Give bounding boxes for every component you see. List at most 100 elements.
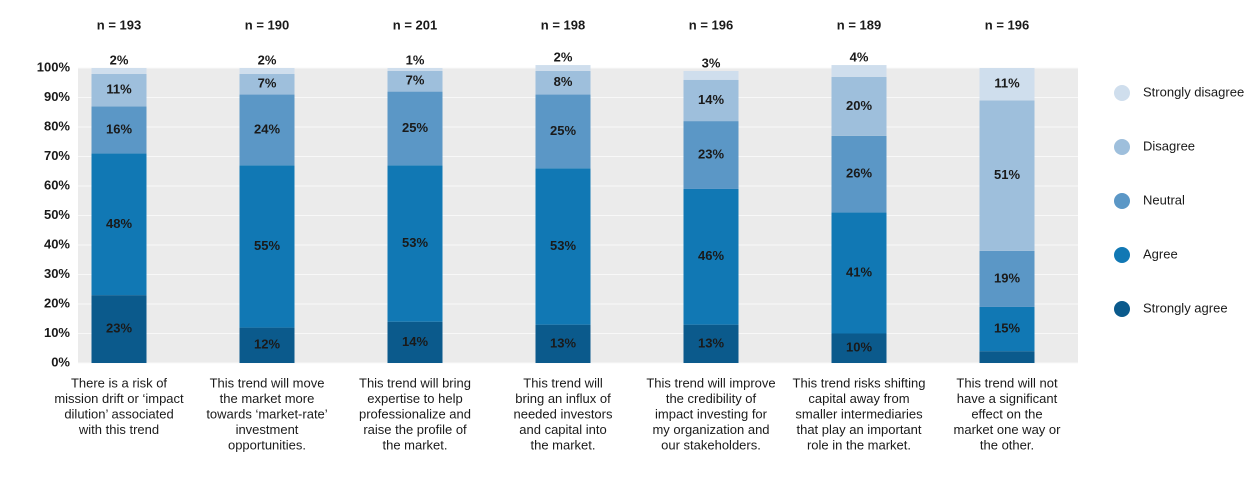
bar-segment bbox=[831, 212, 887, 334]
n-label: n = 189 bbox=[837, 17, 881, 32]
x-tick-label: effect on the bbox=[971, 406, 1042, 421]
value-label: 25% bbox=[550, 123, 576, 138]
n-label: n = 201 bbox=[393, 17, 437, 32]
bar-segment bbox=[91, 153, 147, 296]
x-tick-label: and capital into bbox=[519, 422, 606, 437]
value-label: 7% bbox=[258, 76, 277, 91]
bar-segment bbox=[535, 65, 591, 71]
legend-label: Strongly disagree bbox=[1143, 84, 1244, 99]
x-tick-label: towards ‘market-rate’ bbox=[206, 406, 327, 421]
bar-segment bbox=[979, 351, 1035, 363]
x-tick-label: that play an important bbox=[796, 422, 921, 437]
value-label: 55% bbox=[254, 238, 280, 253]
x-tick-label: the market. bbox=[382, 437, 447, 452]
legend-swatch bbox=[1114, 85, 1130, 101]
value-label: 19% bbox=[994, 270, 1020, 285]
n-label: n = 190 bbox=[245, 17, 289, 32]
x-tick-label: my organization and bbox=[652, 422, 769, 437]
n-label: n = 196 bbox=[689, 17, 733, 32]
n-label: n = 196 bbox=[985, 17, 1029, 32]
value-label: 15% bbox=[994, 321, 1020, 336]
x-tick-label: dilution’ associated bbox=[64, 406, 173, 421]
bar-segment bbox=[239, 73, 295, 95]
value-label: 13% bbox=[698, 335, 724, 350]
bar-segment bbox=[387, 165, 443, 322]
bar-segment bbox=[831, 135, 887, 213]
value-label: 11% bbox=[994, 76, 1020, 91]
n-label: n = 198 bbox=[541, 17, 585, 32]
bar-segment bbox=[683, 79, 739, 122]
bar-segment bbox=[91, 106, 147, 154]
value-label: 8% bbox=[554, 74, 573, 89]
value-label: 2% bbox=[110, 52, 129, 67]
legend-label: Strongly agree bbox=[1143, 300, 1228, 315]
y-tick-label: 20% bbox=[44, 295, 70, 310]
value-label: 14% bbox=[698, 92, 724, 107]
legend-label: Neutral bbox=[1143, 192, 1185, 207]
value-label: 46% bbox=[698, 248, 724, 263]
y-tick-label: 50% bbox=[44, 207, 70, 222]
legend-swatch bbox=[1114, 139, 1130, 155]
value-label: 12% bbox=[254, 337, 280, 352]
y-tick-label: 90% bbox=[44, 89, 70, 104]
x-tick-label: professionalize and bbox=[359, 406, 471, 421]
legend-label: Disagree bbox=[1143, 138, 1195, 153]
bar-segment bbox=[239, 94, 295, 166]
value-label: 3% bbox=[702, 55, 721, 70]
value-label: 53% bbox=[402, 235, 428, 250]
bar-segment bbox=[535, 94, 591, 169]
bar-segment bbox=[979, 250, 1035, 307]
y-tick-label: 100% bbox=[37, 59, 71, 74]
bar-segment bbox=[387, 321, 443, 363]
bar-segment bbox=[683, 324, 739, 363]
x-tick-label: the market more bbox=[220, 391, 315, 406]
value-label: 41% bbox=[846, 264, 872, 279]
x-tick-label: This trend will bring bbox=[359, 375, 471, 390]
value-label: 20% bbox=[846, 98, 872, 113]
n-label: n = 193 bbox=[97, 17, 141, 32]
y-tick-label: 10% bbox=[44, 325, 70, 340]
value-label: 4% bbox=[850, 49, 869, 64]
x-tick-label: with this trend bbox=[78, 422, 159, 437]
bar-segment bbox=[91, 73, 147, 107]
value-label: 7% bbox=[406, 73, 425, 88]
value-label: 16% bbox=[106, 121, 132, 136]
bar-segment bbox=[683, 121, 739, 189]
x-tick-label: capital away from bbox=[808, 391, 909, 406]
x-tick-label: market one way or bbox=[954, 422, 1062, 437]
x-tick-label: This trend will improve bbox=[646, 375, 775, 390]
legend-swatch bbox=[1114, 247, 1130, 263]
bar-segment bbox=[239, 327, 295, 363]
bar-segment bbox=[387, 91, 443, 166]
bar-segment bbox=[683, 188, 739, 325]
y-tick-label: 60% bbox=[44, 177, 70, 192]
x-tick-label: have a significant bbox=[957, 391, 1058, 406]
value-label: 1% bbox=[406, 52, 425, 67]
bar-segment bbox=[91, 295, 147, 363]
x-tick-label: This trend will bbox=[523, 375, 603, 390]
x-tick-label: This trend will not bbox=[956, 375, 1058, 390]
value-label: 2% bbox=[258, 52, 277, 67]
x-tick-label: mission drift or ‘impact bbox=[54, 391, 184, 406]
x-tick-label: This trend will move bbox=[210, 375, 325, 390]
bar-segment bbox=[239, 165, 295, 328]
value-label: 24% bbox=[254, 121, 280, 136]
bar-segment bbox=[979, 68, 1035, 101]
bar-segment bbox=[979, 306, 1035, 352]
value-label: 13% bbox=[550, 335, 576, 350]
bar-segment bbox=[239, 68, 295, 74]
x-tick-label: smaller intermediaries bbox=[795, 406, 923, 421]
x-tick-label: This trend risks shifting bbox=[793, 375, 926, 390]
y-tick-label: 30% bbox=[44, 266, 70, 281]
bar-segment bbox=[91, 68, 147, 74]
value-label: 23% bbox=[698, 146, 724, 161]
y-tick-label: 40% bbox=[44, 236, 70, 251]
bar-segment bbox=[535, 168, 591, 325]
bar-segment bbox=[387, 70, 443, 92]
x-tick-label: expertise to help bbox=[367, 391, 462, 406]
bar-segment bbox=[387, 68, 443, 71]
value-label: 51% bbox=[994, 167, 1020, 182]
y-tick-label: 0% bbox=[51, 354, 70, 369]
x-tick-label: our stakeholders. bbox=[661, 437, 761, 452]
